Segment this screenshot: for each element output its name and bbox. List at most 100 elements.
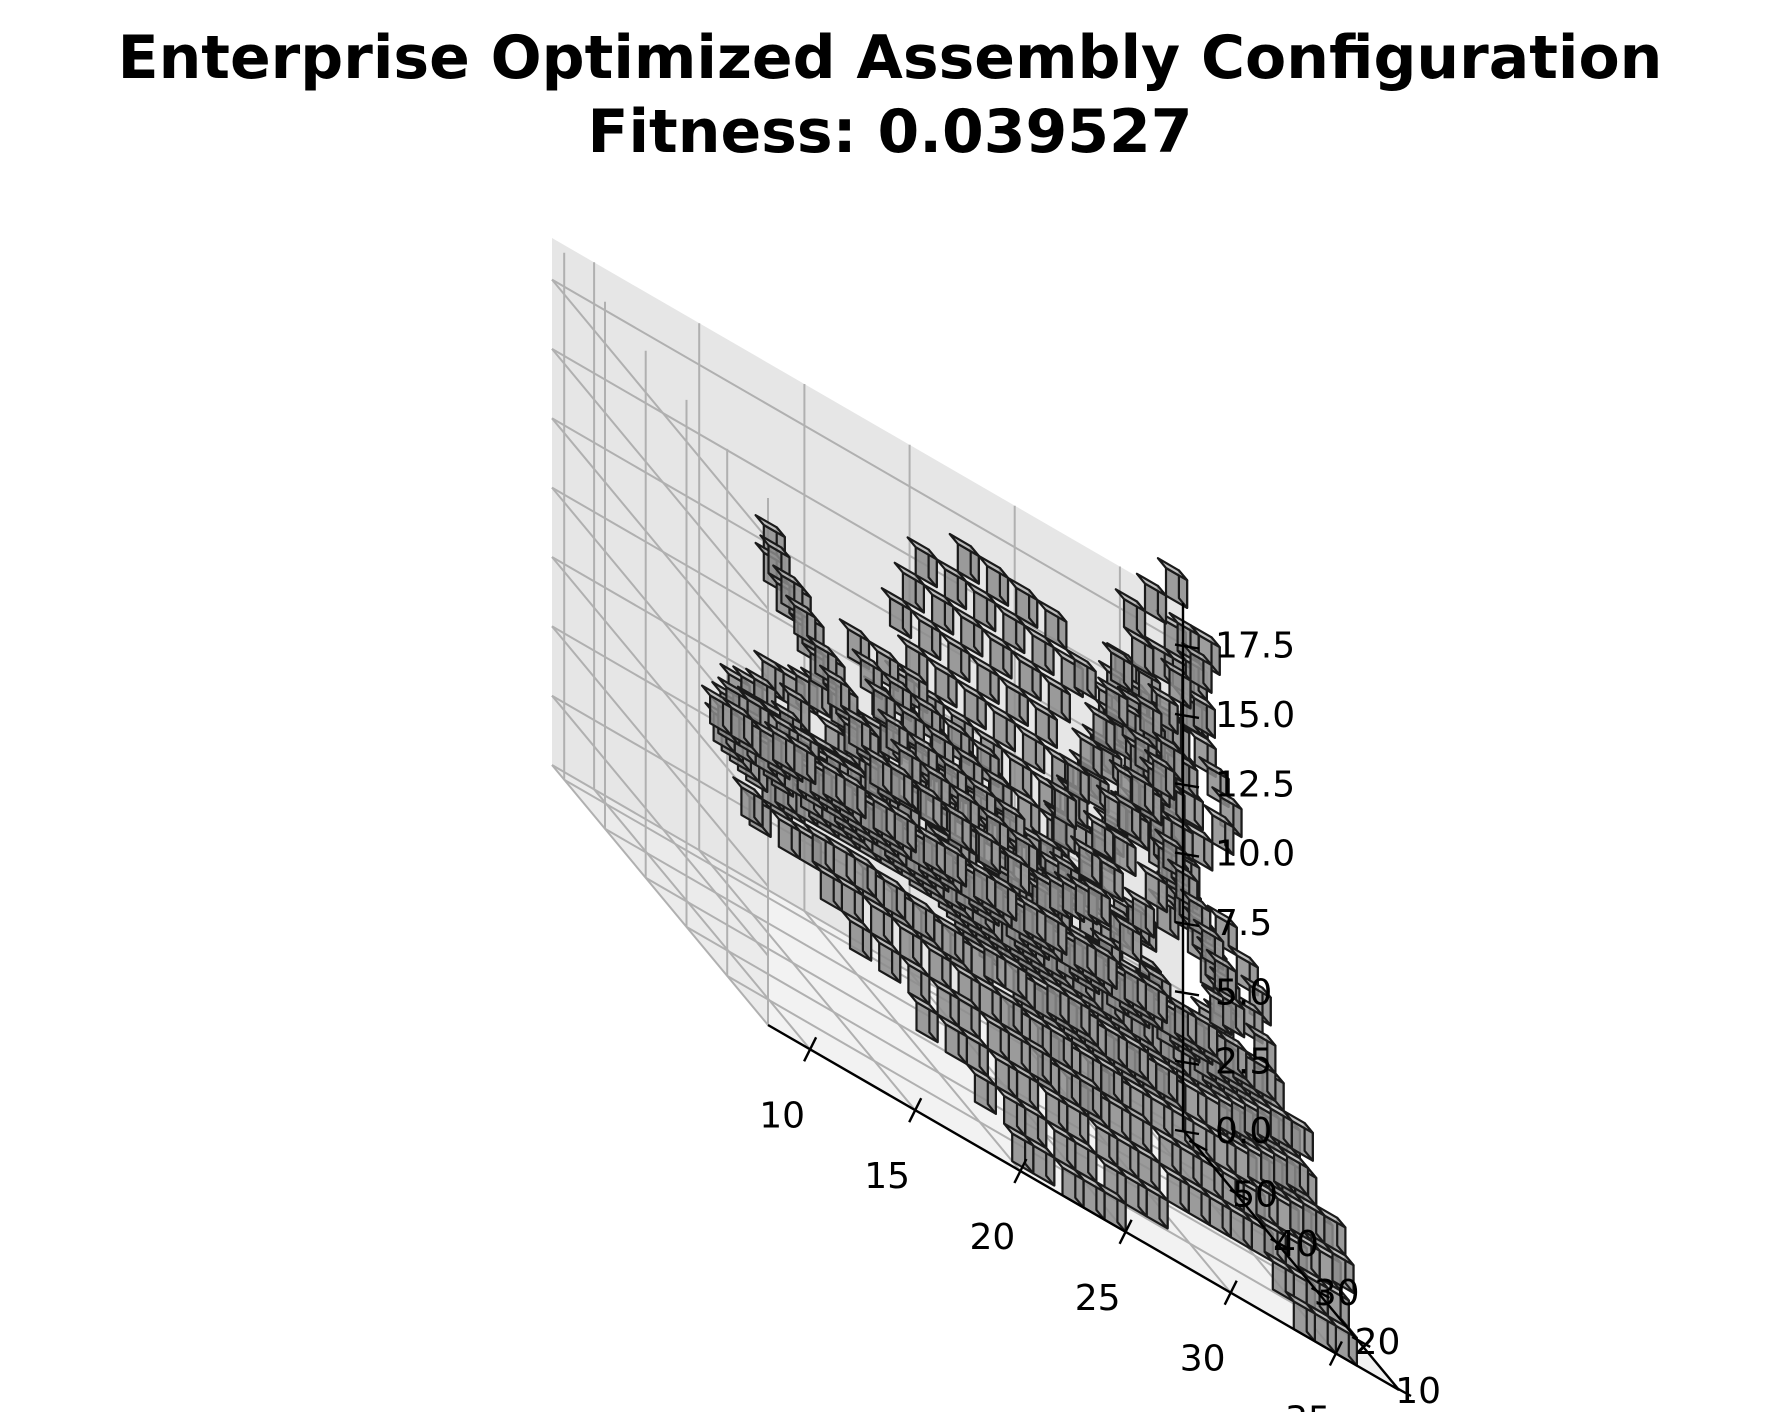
voxel-top-face [732, 776, 764, 801]
voxel [998, 844, 1031, 897]
y-tick-label: 40 [1273, 1224, 1319, 1265]
voxel [939, 630, 971, 683]
voxel [1007, 1059, 1040, 1112]
voxel [911, 778, 943, 831]
voxel-top-face [763, 720, 796, 746]
voxel [784, 594, 817, 647]
z-gridline-leftwall [551, 764, 769, 1026]
voxel [1079, 875, 1111, 928]
voxel [1010, 649, 1042, 702]
voxel [1087, 1115, 1119, 1168]
voxel-top-face [851, 648, 883, 673]
voxel [1023, 624, 1055, 677]
voxel-top-face [770, 700, 803, 725]
voxel-top-face [1065, 925, 1097, 951]
voxel [940, 800, 972, 853]
z-tick-label: 12.5 [1215, 764, 1295, 805]
z-tick [1174, 1059, 1200, 1066]
voxel [1006, 576, 1039, 629]
z-tick [1174, 851, 1200, 858]
voxel-top-face [964, 857, 997, 882]
voxel [1156, 557, 1189, 610]
voxel [1152, 730, 1184, 783]
voxel-top-face [998, 844, 1031, 869]
x-tick [803, 1036, 818, 1062]
voxel-top-face [948, 532, 980, 558]
voxel [769, 807, 801, 860]
voxel-top-face [753, 649, 785, 674]
voxel-top-face [1101, 641, 1134, 666]
voxel [1120, 1102, 1153, 1155]
voxel [721, 696, 754, 749]
voxel [981, 627, 1013, 680]
voxel [880, 587, 913, 640]
voxel-top-face [969, 822, 1002, 847]
voxel-top-face [1097, 676, 1129, 701]
voxel-top-face [839, 704, 872, 729]
voxel-top-face [994, 796, 1026, 821]
voxel [909, 608, 942, 661]
voxel-top-face [772, 564, 804, 589]
voxel [1036, 598, 1068, 651]
voxel [914, 823, 947, 876]
voxel [1023, 1134, 1056, 1187]
voxel [864, 789, 896, 842]
voxel [1071, 727, 1103, 780]
voxel-top-face [1206, 904, 1238, 929]
voxel-top-face [784, 594, 817, 619]
voxel-top-face [754, 514, 786, 539]
voxel-top-face [867, 640, 900, 665]
voxel [1065, 648, 1097, 701]
x-tick [908, 1097, 923, 1123]
voxel [1158, 1161, 1190, 1215]
chart-title-line-1: Enterprise Optimized Assembly Configurat… [118, 23, 1663, 93]
voxel-top-face [717, 676, 749, 701]
voxel [935, 835, 968, 888]
voxel [1065, 925, 1097, 978]
voxel-top-face [968, 736, 1000, 761]
voxel [1105, 824, 1137, 878]
voxel-top-face [759, 534, 791, 559]
voxel [803, 822, 835, 875]
voxel [906, 536, 938, 589]
y-tick [1392, 1384, 1412, 1398]
voxel [1115, 960, 1147, 1013]
voxel-top-face [981, 766, 1013, 791]
z-tick-label: 5.0 [1215, 972, 1272, 1013]
voxel-top-face [838, 618, 871, 643]
x-tick [1118, 1219, 1133, 1245]
voxel-top-face [860, 744, 893, 769]
voxel [1203, 804, 1235, 857]
voxel-top-face [1192, 918, 1225, 943]
voxel [1078, 761, 1110, 814]
z-gridline-leftwall [551, 348, 769, 610]
voxel-top-face [1089, 927, 1122, 952]
voxel-top-face [948, 782, 980, 807]
voxel [1184, 686, 1217, 739]
z-tick [1174, 712, 1200, 720]
voxel-top-face [1152, 730, 1184, 756]
z-gridline-leftwall [551, 278, 769, 541]
voxel [824, 834, 856, 887]
voxel-top-face [977, 554, 1010, 580]
voxel [935, 558, 968, 611]
voxel [1002, 1122, 1035, 1175]
voxel [1045, 778, 1078, 831]
voxel-top-face [935, 752, 968, 777]
x-gridline-floor [698, 849, 916, 1111]
voxel [881, 756, 914, 809]
x-tick-label: 35 [1285, 1400, 1331, 1412]
voxel-top-face [864, 678, 896, 703]
y-tick [1270, 1237, 1290, 1250]
voxel [1130, 691, 1163, 744]
voxel [1122, 764, 1155, 817]
voxel [1036, 903, 1068, 956]
voxel [1135, 572, 1168, 625]
z-gridline-backwall [551, 348, 1184, 715]
voxel [1143, 748, 1176, 801]
z-tick-label: 0.0 [1215, 1111, 1272, 1152]
voxel-top-face [1240, 974, 1272, 999]
voxel-top-face [803, 822, 835, 847]
x-tick-label: 20 [969, 1217, 1015, 1258]
